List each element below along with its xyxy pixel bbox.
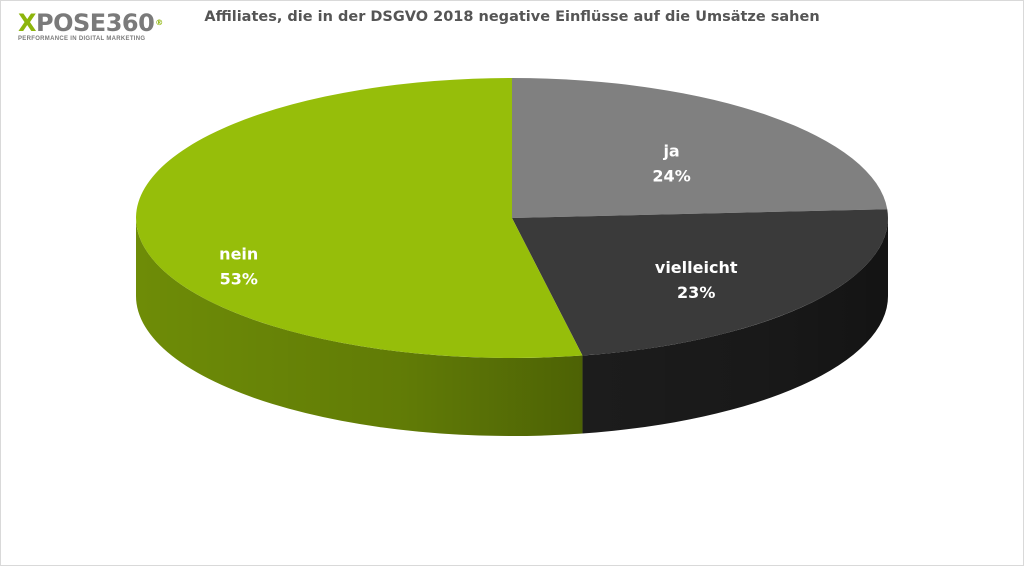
registered-mark: ® bbox=[155, 18, 163, 27]
logo-rest: POSE360 bbox=[36, 9, 155, 37]
logo-tagline: PERFORMANCE IN DIGITAL MARKETING bbox=[18, 36, 146, 42]
brand-logo: XPOSE360® PERFORMANCE IN DIGITAL MARKETI… bbox=[18, 10, 163, 42]
pie-slice-vielleicht bbox=[512, 209, 888, 356]
pie-slice-ja bbox=[512, 78, 888, 218]
slice-label-nein: nein bbox=[219, 245, 258, 264]
pie-side-shade-nein bbox=[136, 218, 583, 436]
pie-slice-nein bbox=[136, 77, 583, 358]
slice-label-vielleicht: vielleicht bbox=[655, 258, 738, 277]
pie-sides bbox=[136, 218, 888, 436]
logo-wordmark: XPOSE360® bbox=[18, 10, 163, 36]
slice-label-ja: ja bbox=[662, 142, 679, 161]
pie-slices bbox=[136, 77, 888, 358]
pie-side-shade-vielleicht bbox=[582, 218, 888, 434]
pie-labels: ja 24% vielleicht 23% nein 53% bbox=[219, 142, 738, 302]
slice-value-vielleicht: 23% bbox=[677, 283, 715, 302]
slice-value-ja: 24% bbox=[652, 167, 690, 186]
chart-title: Affiliates, die in der DSGVO 2018 negati… bbox=[204, 9, 820, 25]
logo-x: X bbox=[18, 9, 37, 37]
slice-value-nein: 53% bbox=[220, 270, 258, 289]
